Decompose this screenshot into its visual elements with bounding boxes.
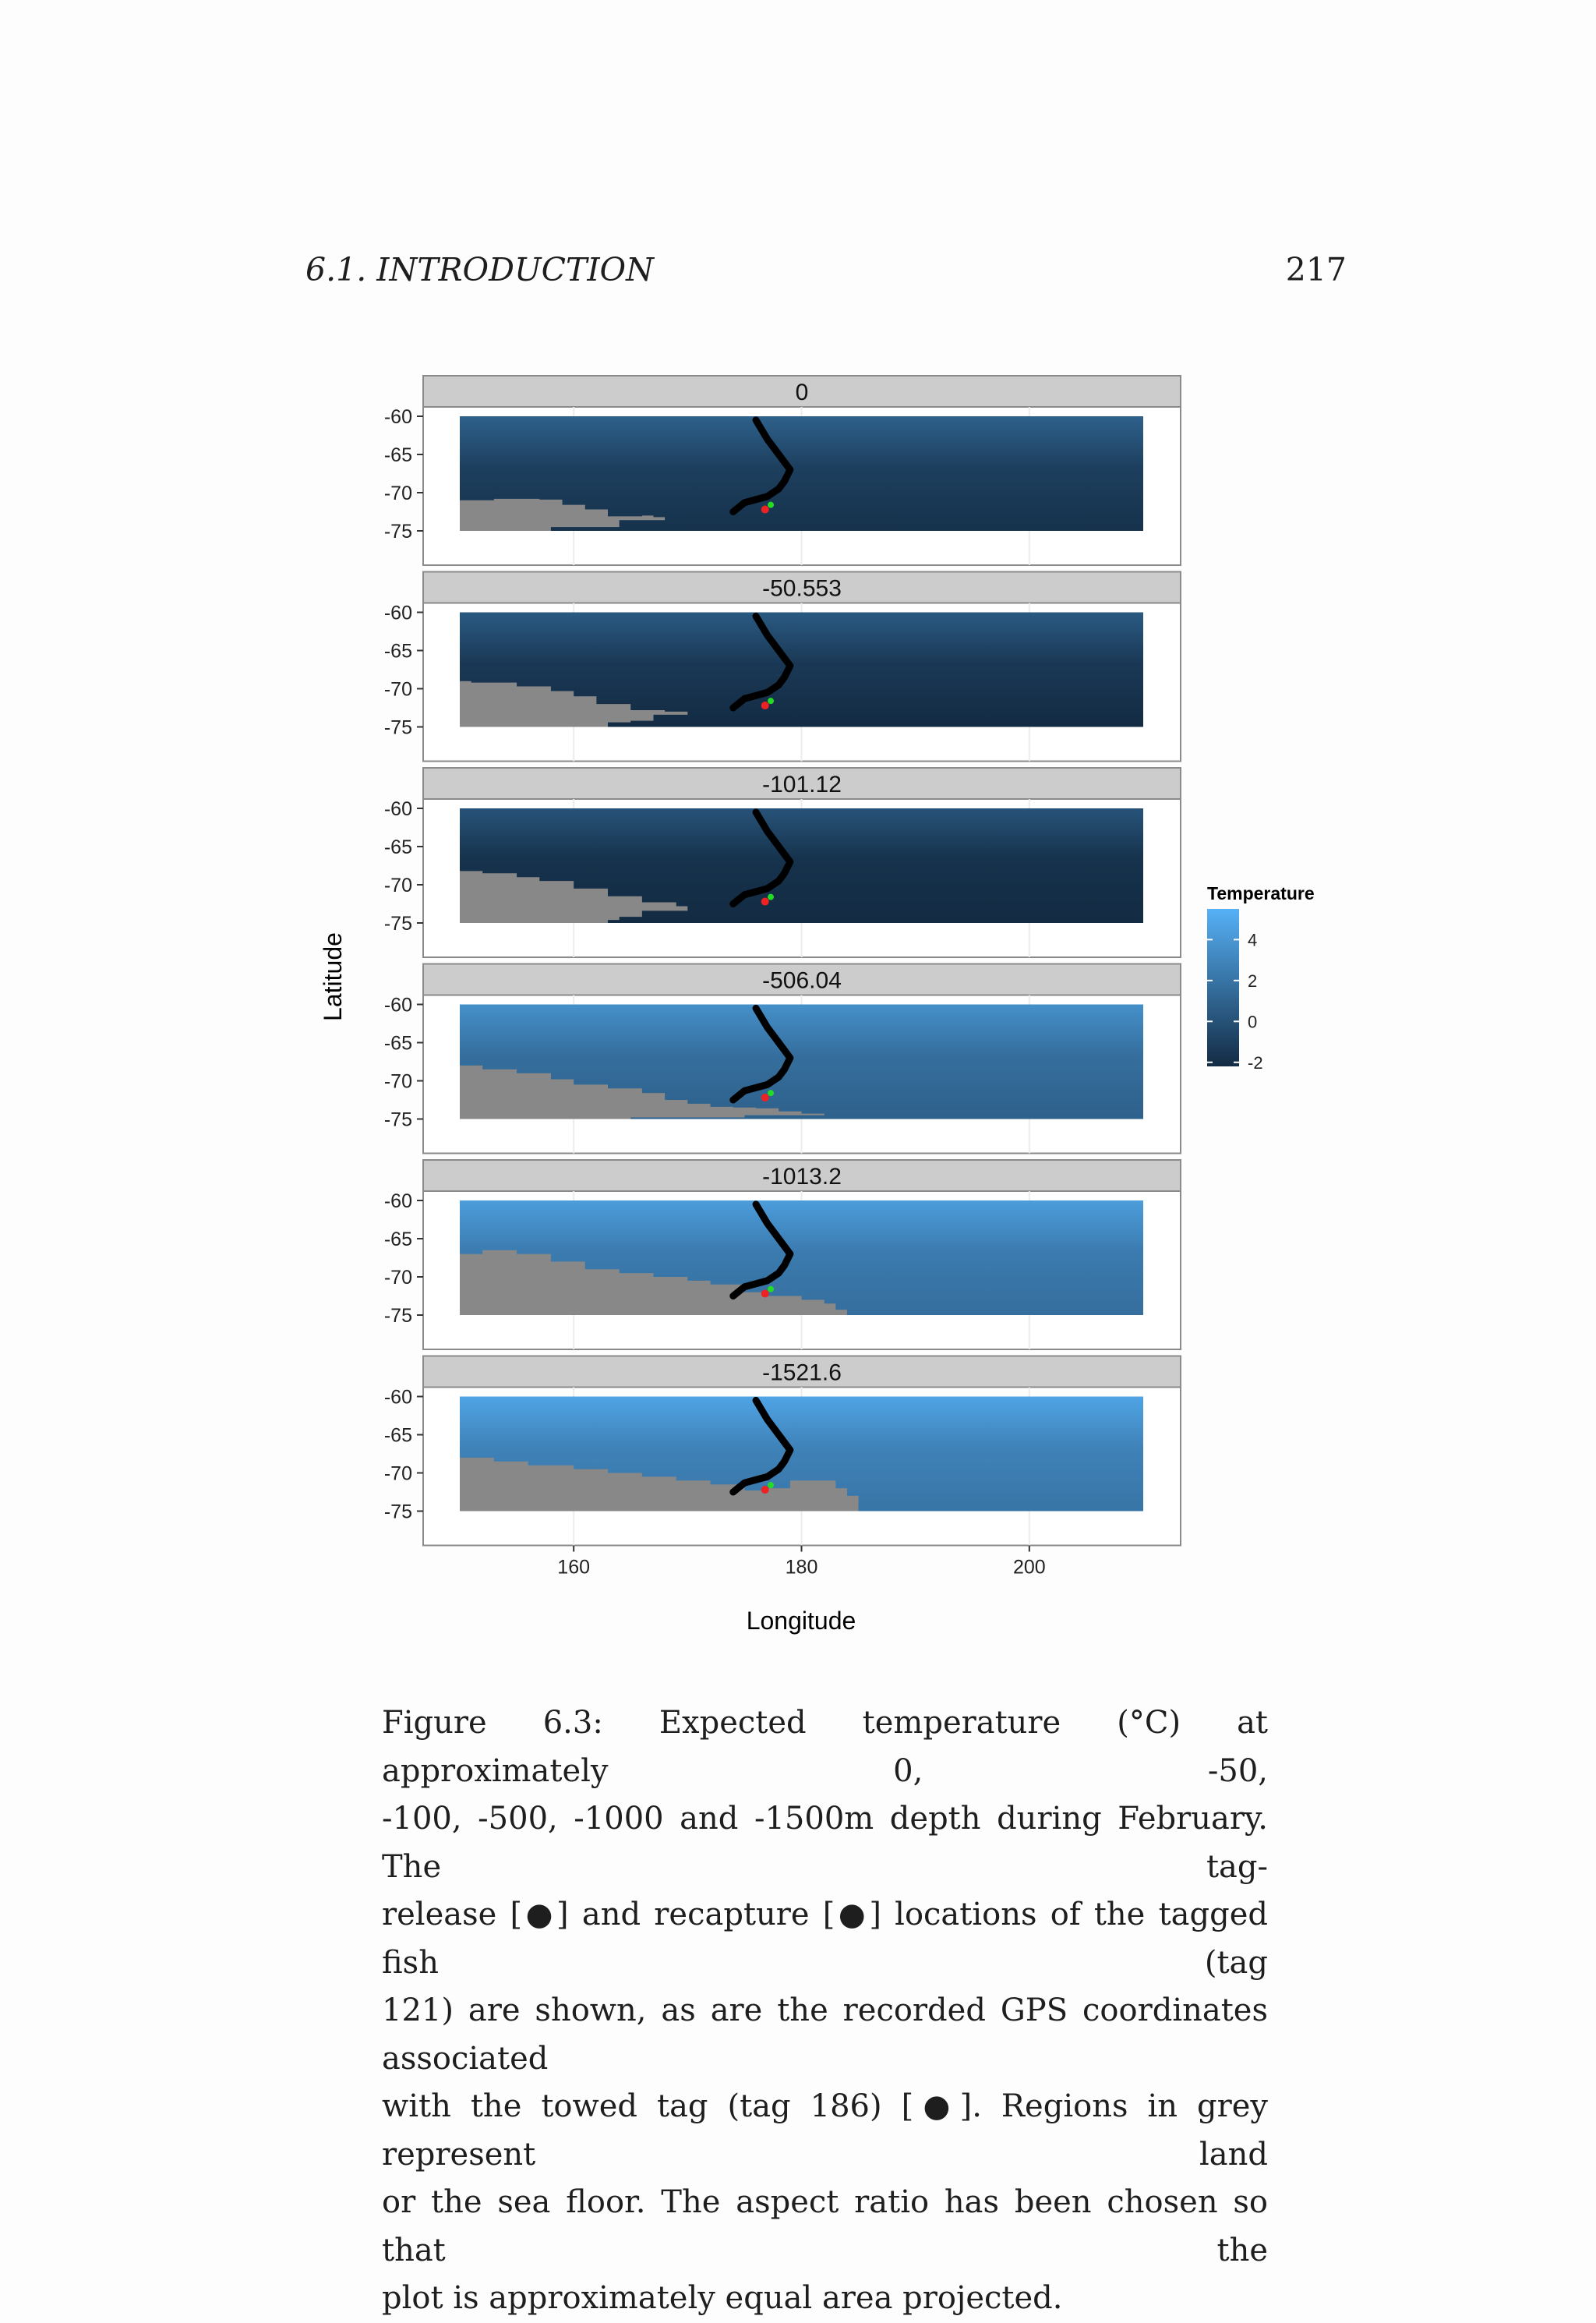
legend-title: Temperature — [1207, 883, 1315, 903]
facet-panel: -1521.6 -60 -65 -70 -75 — [384, 1355, 1181, 1547]
towed-tag-track — [729, 1396, 794, 1496]
y-tick-label: -75 — [384, 1109, 412, 1131]
recapture-point — [761, 897, 769, 906]
temperature-figure: 0-60-65-70-75-50.553-60-65-70-75-101.12-… — [319, 375, 1315, 1635]
release-point — [768, 1090, 775, 1097]
panel-strip-label: -1013.2 — [762, 1164, 842, 1190]
y-tick-label: -65 — [384, 1033, 412, 1055]
figure-caption: Figure 6.3: Expected temperature (°C) at… — [382, 1699, 1268, 2323]
release-point — [768, 501, 775, 508]
x-tick-label: 200 — [1013, 1557, 1046, 1579]
facet-panel: -101.12 -60 -65 -70 -75 — [384, 767, 1181, 958]
caption-line: -100, -500, -1000 and -1500m depth durin… — [382, 1801, 1268, 1885]
legend-tick-label: 2 — [1248, 971, 1257, 991]
legend-tick-label: -2 — [1248, 1053, 1263, 1073]
caption-line: Figure 6.3: Expected temperature (°C) at… — [382, 1705, 1268, 1789]
recapture-point — [761, 1486, 769, 1494]
caption-line: with the towed tag (tag 186) [●]. Region… — [382, 2088, 1268, 2173]
caption-line: 121) are shown, as are the recorded GPS … — [382, 1992, 1268, 2077]
caption-line: plot is approximately equal area project… — [382, 2280, 1063, 2316]
panel-strip-label: 0 — [796, 380, 809, 405]
y-tick-label: -70 — [384, 1071, 412, 1093]
y-tick-label: -75 — [384, 1305, 412, 1327]
land-region — [460, 1457, 859, 1512]
y-tick-label: -65 — [384, 641, 412, 663]
land-region — [460, 1065, 824, 1119]
towed-tag-track — [729, 416, 794, 515]
panel-strip — [422, 571, 1181, 604]
y-tick-label: -60 — [384, 995, 412, 1017]
y-tick-label: -75 — [384, 521, 412, 543]
x-axis: 160 180 200 — [557, 1545, 1046, 1579]
release-point — [768, 698, 775, 705]
facet-panel: -506.04 -60 -65 -70 -75 — [384, 963, 1181, 1154]
y-tick-label: -75 — [384, 717, 412, 739]
y-tick-label: -65 — [384, 836, 412, 858]
legend-tick-label: 0 — [1248, 1012, 1257, 1031]
land-region — [460, 498, 666, 531]
y-tick-label: -70 — [384, 679, 412, 701]
facet-panels: 0-60-65-70-75-50.553-60-65-70-75-101.12-… — [384, 375, 1181, 1547]
facet-panel: -50.553 -60 -65 -70 -75 — [384, 571, 1181, 762]
y-tick-label: -60 — [384, 603, 412, 624]
y-tick-label: -65 — [384, 1425, 412, 1447]
panel-strip — [422, 963, 1181, 996]
panel-strip-label: -101.12 — [762, 772, 842, 797]
panel-strip — [422, 375, 1181, 408]
y-tick-label: -60 — [384, 798, 412, 820]
caption-line: or the sea floor. The aspect ratio has b… — [382, 2184, 1268, 2268]
x-tick-label: 180 — [786, 1557, 818, 1579]
y-axis-title: Latitude — [319, 932, 347, 1021]
recapture-point — [761, 505, 769, 514]
release-point — [768, 1285, 775, 1292]
facet-panel: -1013.2 -60 -65 -70 -75 — [384, 1159, 1181, 1350]
recapture-point — [761, 1289, 769, 1298]
y-tick-label: -70 — [384, 1463, 412, 1485]
running-header: 6.1. INTRODUCTION — [305, 251, 654, 288]
release-point — [768, 893, 775, 900]
land-region — [460, 681, 688, 727]
towed-tag-track — [729, 612, 794, 712]
caption-line: release [●] and recapture [●] locations … — [382, 1897, 1268, 1981]
facet-panel: 0 -60 -65 -70 -75 — [384, 375, 1181, 566]
x-tick-label: 160 — [557, 1557, 590, 1579]
panel-strip — [422, 1159, 1181, 1192]
y-tick-label: -60 — [384, 1190, 412, 1212]
y-tick-label: -70 — [384, 875, 412, 896]
recapture-point — [761, 702, 769, 710]
page-number: 217 — [1285, 251, 1347, 288]
y-tick-label: -60 — [384, 1387, 412, 1409]
release-point — [768, 1482, 775, 1489]
y-tick-label: -65 — [384, 444, 412, 466]
x-axis-title: Longitude — [747, 1607, 856, 1635]
recapture-point — [761, 1094, 769, 1102]
y-tick-label: -70 — [384, 1267, 412, 1289]
temperature-legend: Temperature 4 2 0 -2 — [1207, 883, 1315, 1073]
y-tick-label: -70 — [384, 483, 412, 504]
towed-tag-track — [729, 808, 794, 907]
y-tick-label: -75 — [384, 913, 412, 935]
panel-strip-label: -1521.6 — [762, 1360, 842, 1386]
legend-tick-label: 4 — [1248, 930, 1257, 949]
legend-colorbar — [1207, 909, 1239, 1066]
y-tick-label: -75 — [384, 1501, 412, 1523]
towed-tag-track — [729, 1200, 794, 1299]
panel-strip-label: -506.04 — [762, 968, 842, 994]
y-tick-label: -65 — [384, 1229, 412, 1250]
land-region — [460, 871, 688, 923]
panel-strip — [422, 767, 1181, 800]
land-region — [460, 1250, 847, 1315]
y-tick-label: -60 — [384, 406, 412, 428]
towed-tag-track — [729, 1004, 794, 1104]
panel-strip-label: -50.553 — [762, 576, 842, 602]
